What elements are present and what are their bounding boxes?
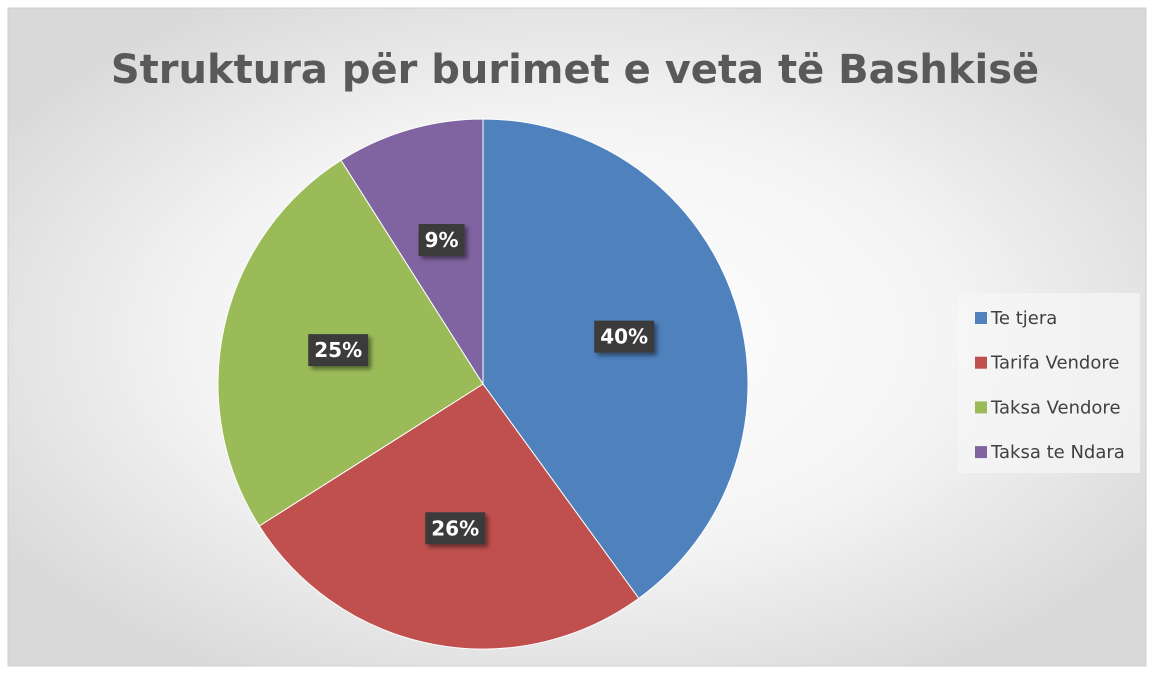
pie-slice	[340, 118, 484, 386]
data-label: 40%	[600, 325, 648, 349]
data-label-box	[425, 512, 486, 545]
legend-label: Taksa te Ndara	[990, 442, 1125, 463]
pie-slice	[482, 118, 749, 600]
legend-box	[958, 293, 1140, 473]
legend-swatch	[975, 312, 987, 324]
data-label-box	[418, 223, 465, 256]
data-label: 9%	[425, 228, 459, 252]
legend-label: Te tjera	[990, 308, 1057, 329]
data-label: 26%	[431, 516, 479, 540]
data-label-box	[308, 334, 369, 367]
chart-title: Struktura për burimet e veta të Bashkisë	[111, 47, 1039, 93]
legend-label: Taksa Vendore	[990, 397, 1121, 418]
legend-swatch	[975, 446, 987, 459]
data-label-box	[594, 320, 655, 353]
legend-label: Tarifa Vendore	[990, 353, 1119, 374]
legend-swatch	[975, 401, 987, 414]
data-label: 25%	[314, 338, 362, 362]
legend-swatch	[975, 356, 987, 369]
